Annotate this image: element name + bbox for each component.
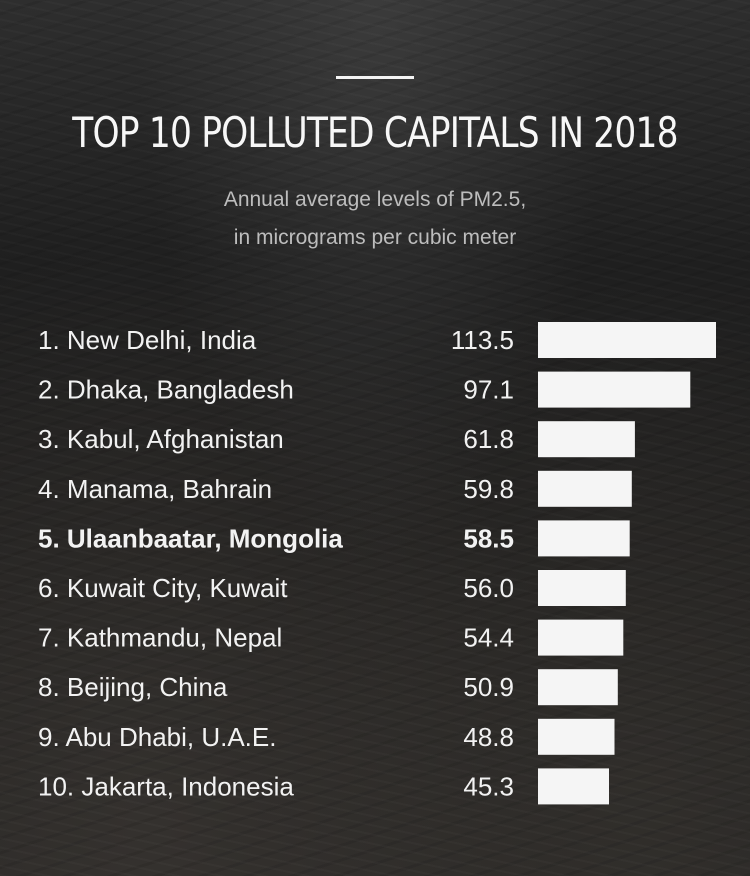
bar [538,718,615,755]
chart-subtitle-line-1: Annual average levels of PM2.5, [223,188,527,211]
title-rule [336,76,414,79]
value-label: 113.5 [451,325,514,355]
chart-title: TOP 10 POLLUTED CAPITALS IN 2018 [72,108,678,157]
bar [538,619,624,656]
bar [538,371,691,408]
category-label: 3. Kabul, Afghanistan [38,424,284,454]
category-label: 7. Kathmandu, Nepal [38,623,282,653]
category-label: 1. New Delhi, India [38,325,257,355]
bar [538,669,618,706]
bar [538,421,635,458]
category-label: 5. Ulaanbaatar, Mongolia [38,523,343,553]
value-label: 61.8 [463,424,514,454]
value-label: 54.4 [463,623,514,653]
chart-subtitle-line-2: in micrograms per cubic meter [233,226,517,249]
category-label: 6. Kuwait City, Kuwait [38,573,288,603]
value-label: 50.9 [463,672,514,702]
bar [538,570,626,606]
value-label: 45.3 [463,771,514,801]
bar [538,768,609,805]
category-label: 9. Abu Dhabi, U.A.E. [38,722,276,752]
bar [538,520,630,557]
value-label: 48.8 [463,722,514,752]
bar [538,470,632,507]
value-label: 97.1 [463,375,514,405]
value-label: 58.5 [463,523,514,553]
bar [538,322,716,358]
category-label: 4. Manama, Bahrain [38,474,272,504]
category-label: 10. Jakarta, Indonesia [38,771,294,801]
category-label: 2. Dhaka, Bangladesh [38,375,294,405]
value-label: 59.8 [463,474,514,504]
category-label: 8. Beijing, China [38,672,228,702]
value-label: 56.0 [463,573,514,603]
